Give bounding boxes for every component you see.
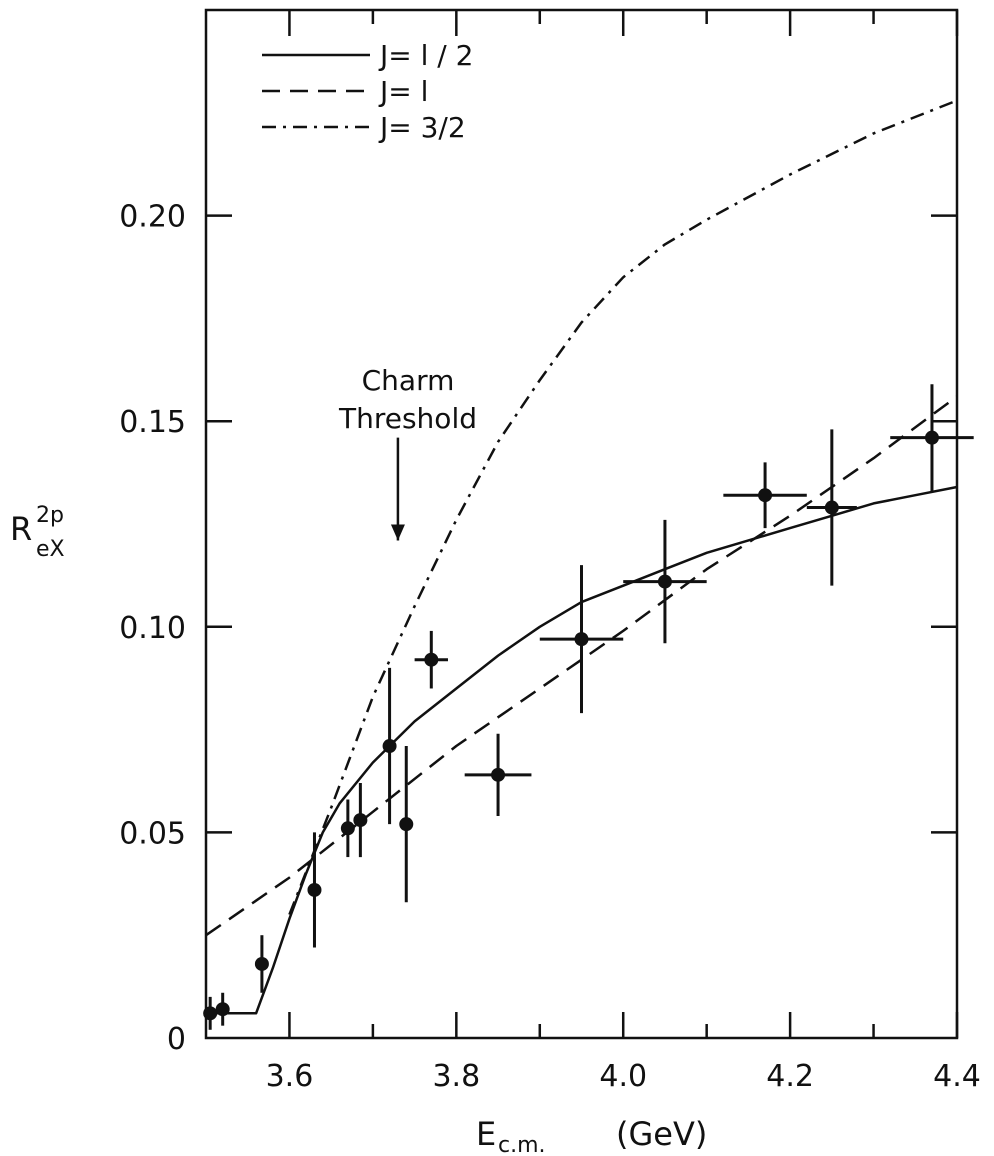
x-axis-label-main: E — [476, 1115, 496, 1153]
data-point — [353, 783, 368, 858]
data-point-marker — [491, 767, 506, 782]
data-point-marker — [254, 956, 269, 971]
legend-label: J= 3/2 — [378, 111, 466, 144]
data-point-marker — [424, 652, 439, 667]
legend-label: J= l / 2 — [378, 39, 473, 72]
x-tick-label: 4.4 — [933, 1059, 981, 1094]
data-point — [215, 992, 230, 1026]
x-tick-label: 3.8 — [432, 1059, 480, 1094]
data-point-marker — [824, 500, 839, 515]
y-tick-label: 0.10 — [119, 611, 186, 646]
data-point-marker — [657, 574, 672, 589]
x-tick-label: 3.6 — [266, 1059, 314, 1094]
data-point-marker — [340, 821, 355, 836]
annotation-line-1: Charm — [362, 364, 455, 397]
data-point-marker — [353, 813, 368, 828]
data-point — [414, 630, 448, 689]
data-point — [203, 996, 218, 1030]
data-point — [890, 384, 974, 492]
data-point-marker — [307, 882, 322, 897]
axis-ticks — [206, 10, 959, 1038]
data-point — [382, 667, 397, 825]
axis-tick-labels: 3.6 3.8 4.0 4.2 4.4 0 0.05 0.10 0.15 0.20 — [119, 200, 981, 1094]
plot-frame-rect — [204, 8, 959, 1040]
curve-solid — [206, 485, 958, 1015]
data-point — [340, 799, 355, 858]
legend: J= l / 2J= lJ= 3/2 — [262, 39, 473, 144]
x-tick-label: 4.0 — [599, 1059, 647, 1094]
y-tick-label: 0.05 — [119, 816, 186, 851]
y-axis-label: R 2p eX — [10, 503, 65, 562]
data-point — [464, 733, 532, 816]
y-axis-label-sub: eX — [36, 537, 65, 562]
data-points — [203, 384, 974, 1030]
arrow-head — [390, 524, 405, 541]
x-axis-label: E c.m. (GeV) — [476, 1115, 707, 1156]
data-point — [307, 832, 322, 948]
data-point — [806, 429, 857, 586]
annotation-line-2: Threshold — [338, 402, 477, 435]
data-point-marker — [758, 488, 773, 503]
y-axis-label-main: R — [10, 510, 32, 548]
legend-label: J= l — [378, 75, 428, 108]
data-point — [623, 519, 707, 644]
data-point-marker — [382, 739, 397, 754]
y-axis-label-sup: 2p — [36, 503, 64, 528]
data-point-marker — [574, 632, 589, 647]
data-point-marker — [399, 817, 414, 832]
y-tick-label: 0.20 — [119, 200, 186, 235]
curve-dash-dot — [288, 99, 958, 916]
charm-threshold-annotation: Charm Threshold — [338, 364, 477, 541]
x-tick-label: 4.2 — [766, 1059, 814, 1094]
y-tick-label: 0.15 — [119, 405, 186, 440]
data-point-marker — [203, 1006, 218, 1021]
x-axis-label-sub: c.m. — [498, 1133, 546, 1156]
data-point — [399, 746, 414, 903]
threshold-arrow — [390, 437, 405, 541]
curves — [205, 99, 958, 1015]
data-point — [723, 462, 807, 529]
data-point-marker — [924, 430, 939, 445]
y-tick-label: 0 — [167, 1022, 186, 1057]
plot-frame — [204, 8, 959, 1040]
data-point — [254, 935, 269, 993]
data-point — [539, 565, 624, 714]
x-axis-label-unit: (GeV) — [616, 1115, 707, 1153]
data-point-marker — [215, 1002, 230, 1017]
